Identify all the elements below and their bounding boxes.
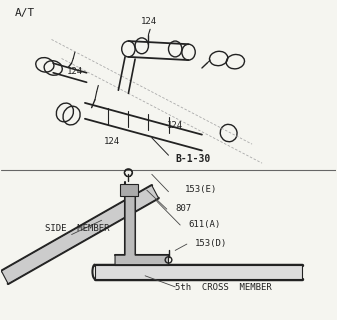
- Text: 124: 124: [141, 17, 156, 26]
- Text: B-1-30: B-1-30: [175, 154, 210, 164]
- Text: 153(D): 153(D): [195, 239, 227, 248]
- Polygon shape: [115, 185, 168, 265]
- Text: SIDE  MEMBER: SIDE MEMBER: [45, 224, 109, 233]
- FancyBboxPatch shape: [120, 184, 139, 196]
- Polygon shape: [95, 265, 302, 279]
- Text: A/T: A/T: [15, 8, 35, 18]
- Text: 124: 124: [103, 137, 120, 146]
- Text: 807: 807: [175, 204, 191, 213]
- Text: 124: 124: [67, 67, 83, 76]
- Text: 611(A): 611(A): [189, 220, 221, 228]
- Text: 5th  CROSS  MEMBER: 5th CROSS MEMBER: [175, 283, 272, 292]
- Text: 124: 124: [167, 121, 183, 130]
- Text: 153(E): 153(E): [185, 185, 217, 194]
- Polygon shape: [1, 185, 158, 284]
